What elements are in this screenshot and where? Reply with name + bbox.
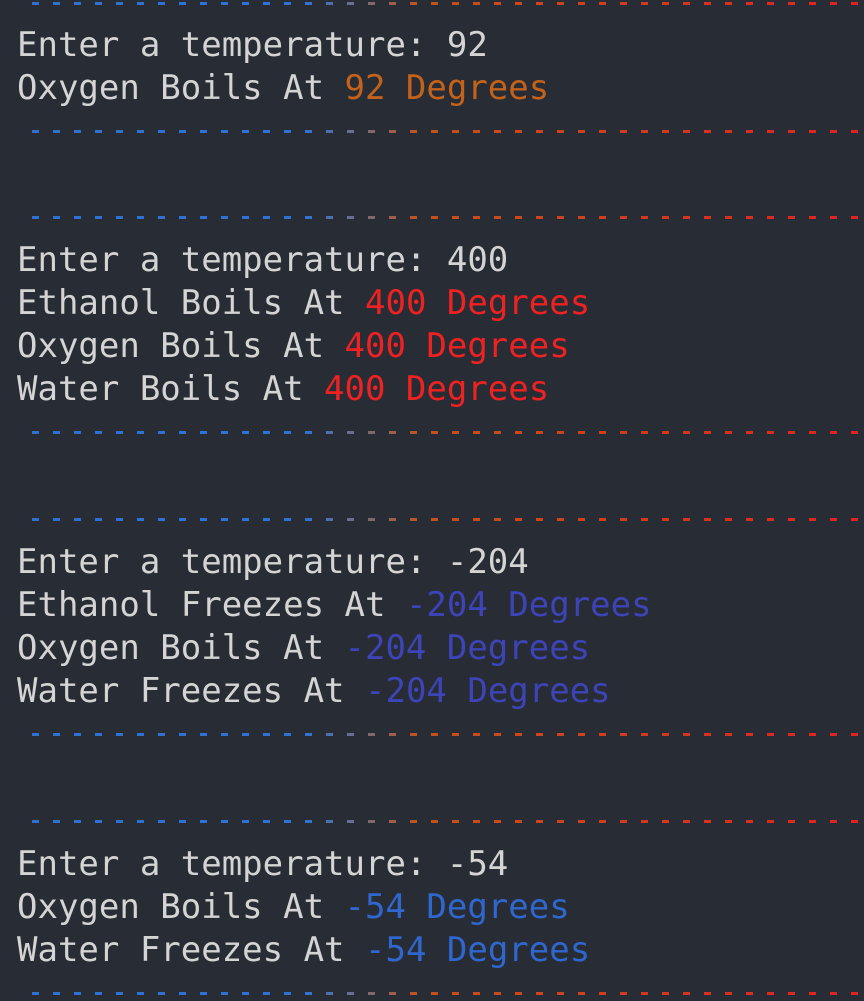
result-line: Water Freezes At -54 Degrees	[17, 929, 590, 972]
result-label: Ethanol Boils At	[17, 283, 365, 323]
result-label: Ethanol Freezes At	[17, 585, 406, 625]
divider-line	[18, 518, 858, 521]
result-value: -204 Degrees	[365, 671, 611, 711]
divider-line	[18, 820, 858, 823]
result-label: Oxygen Boils At	[17, 326, 345, 366]
result-line: Oxygen Boils At -54 Degrees	[17, 886, 570, 929]
divider-line	[18, 130, 858, 133]
result-label: Oxygen Boils At	[17, 887, 345, 927]
prompt-line: Enter a temperature: 92	[17, 25, 488, 65]
result-label: Oxygen Boils At	[17, 68, 345, 108]
result-line: Oxygen Boils At 400 Degrees	[17, 325, 570, 368]
divider-line	[18, 733, 858, 736]
result-line: Oxygen Boils At -204 Degrees	[17, 627, 590, 670]
result-line: Ethanol Boils At 400 Degrees	[17, 282, 590, 325]
result-value: -204 Degrees	[344, 628, 591, 668]
result-label: Water Boils At	[17, 369, 325, 409]
prompt-line: Enter a temperature: -204	[17, 542, 529, 582]
result-label: Water Freezes At	[17, 671, 365, 711]
divider-line	[18, 992, 858, 995]
result-value: 400 Degrees	[324, 369, 550, 409]
result-value: -204 Degrees	[405, 585, 652, 625]
result-value: 400 Degrees	[365, 283, 591, 323]
divider-line	[18, 216, 858, 219]
result-value: -54 Degrees	[344, 887, 570, 927]
prompt-line: Enter a temperature: -54	[17, 844, 509, 884]
result-line: Water Boils At 400 Degrees	[17, 368, 549, 411]
divider-line	[18, 431, 858, 434]
result-line: Oxygen Boils At 92 Degrees	[17, 67, 549, 110]
result-line: Ethanol Freezes At -204 Degrees	[17, 584, 652, 627]
result-value: -54 Degrees	[365, 930, 591, 970]
result-value: 400 Degrees	[344, 326, 570, 366]
result-label: Water Freezes At	[17, 930, 365, 970]
divider-line	[18, 2, 858, 5]
prompt-line: Enter a temperature: 400	[17, 240, 509, 280]
result-label: Oxygen Boils At	[17, 628, 345, 668]
result-line: Water Freezes At -204 Degrees	[17, 670, 611, 713]
result-value: 92 Degrees	[344, 68, 550, 108]
